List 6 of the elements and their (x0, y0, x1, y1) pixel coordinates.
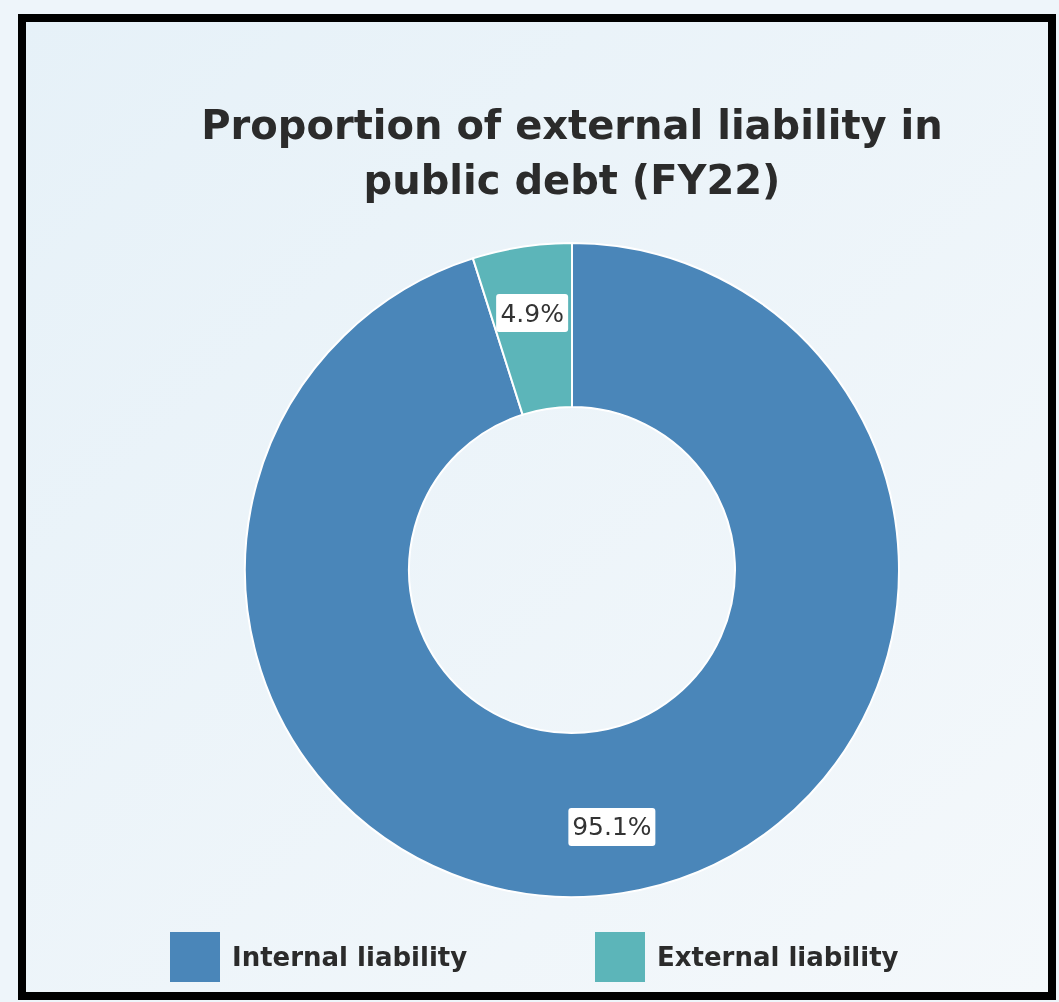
data-label: 95.1% (572, 812, 652, 842)
chart-title: Proportion of external liability in public debt (FY22) (201, 102, 943, 203)
donut-slice (244, 242, 900, 898)
slice-label: Internal liability (232, 942, 468, 972)
data-label: 4.9% (500, 298, 564, 328)
legend-label: External liability (657, 942, 899, 972)
